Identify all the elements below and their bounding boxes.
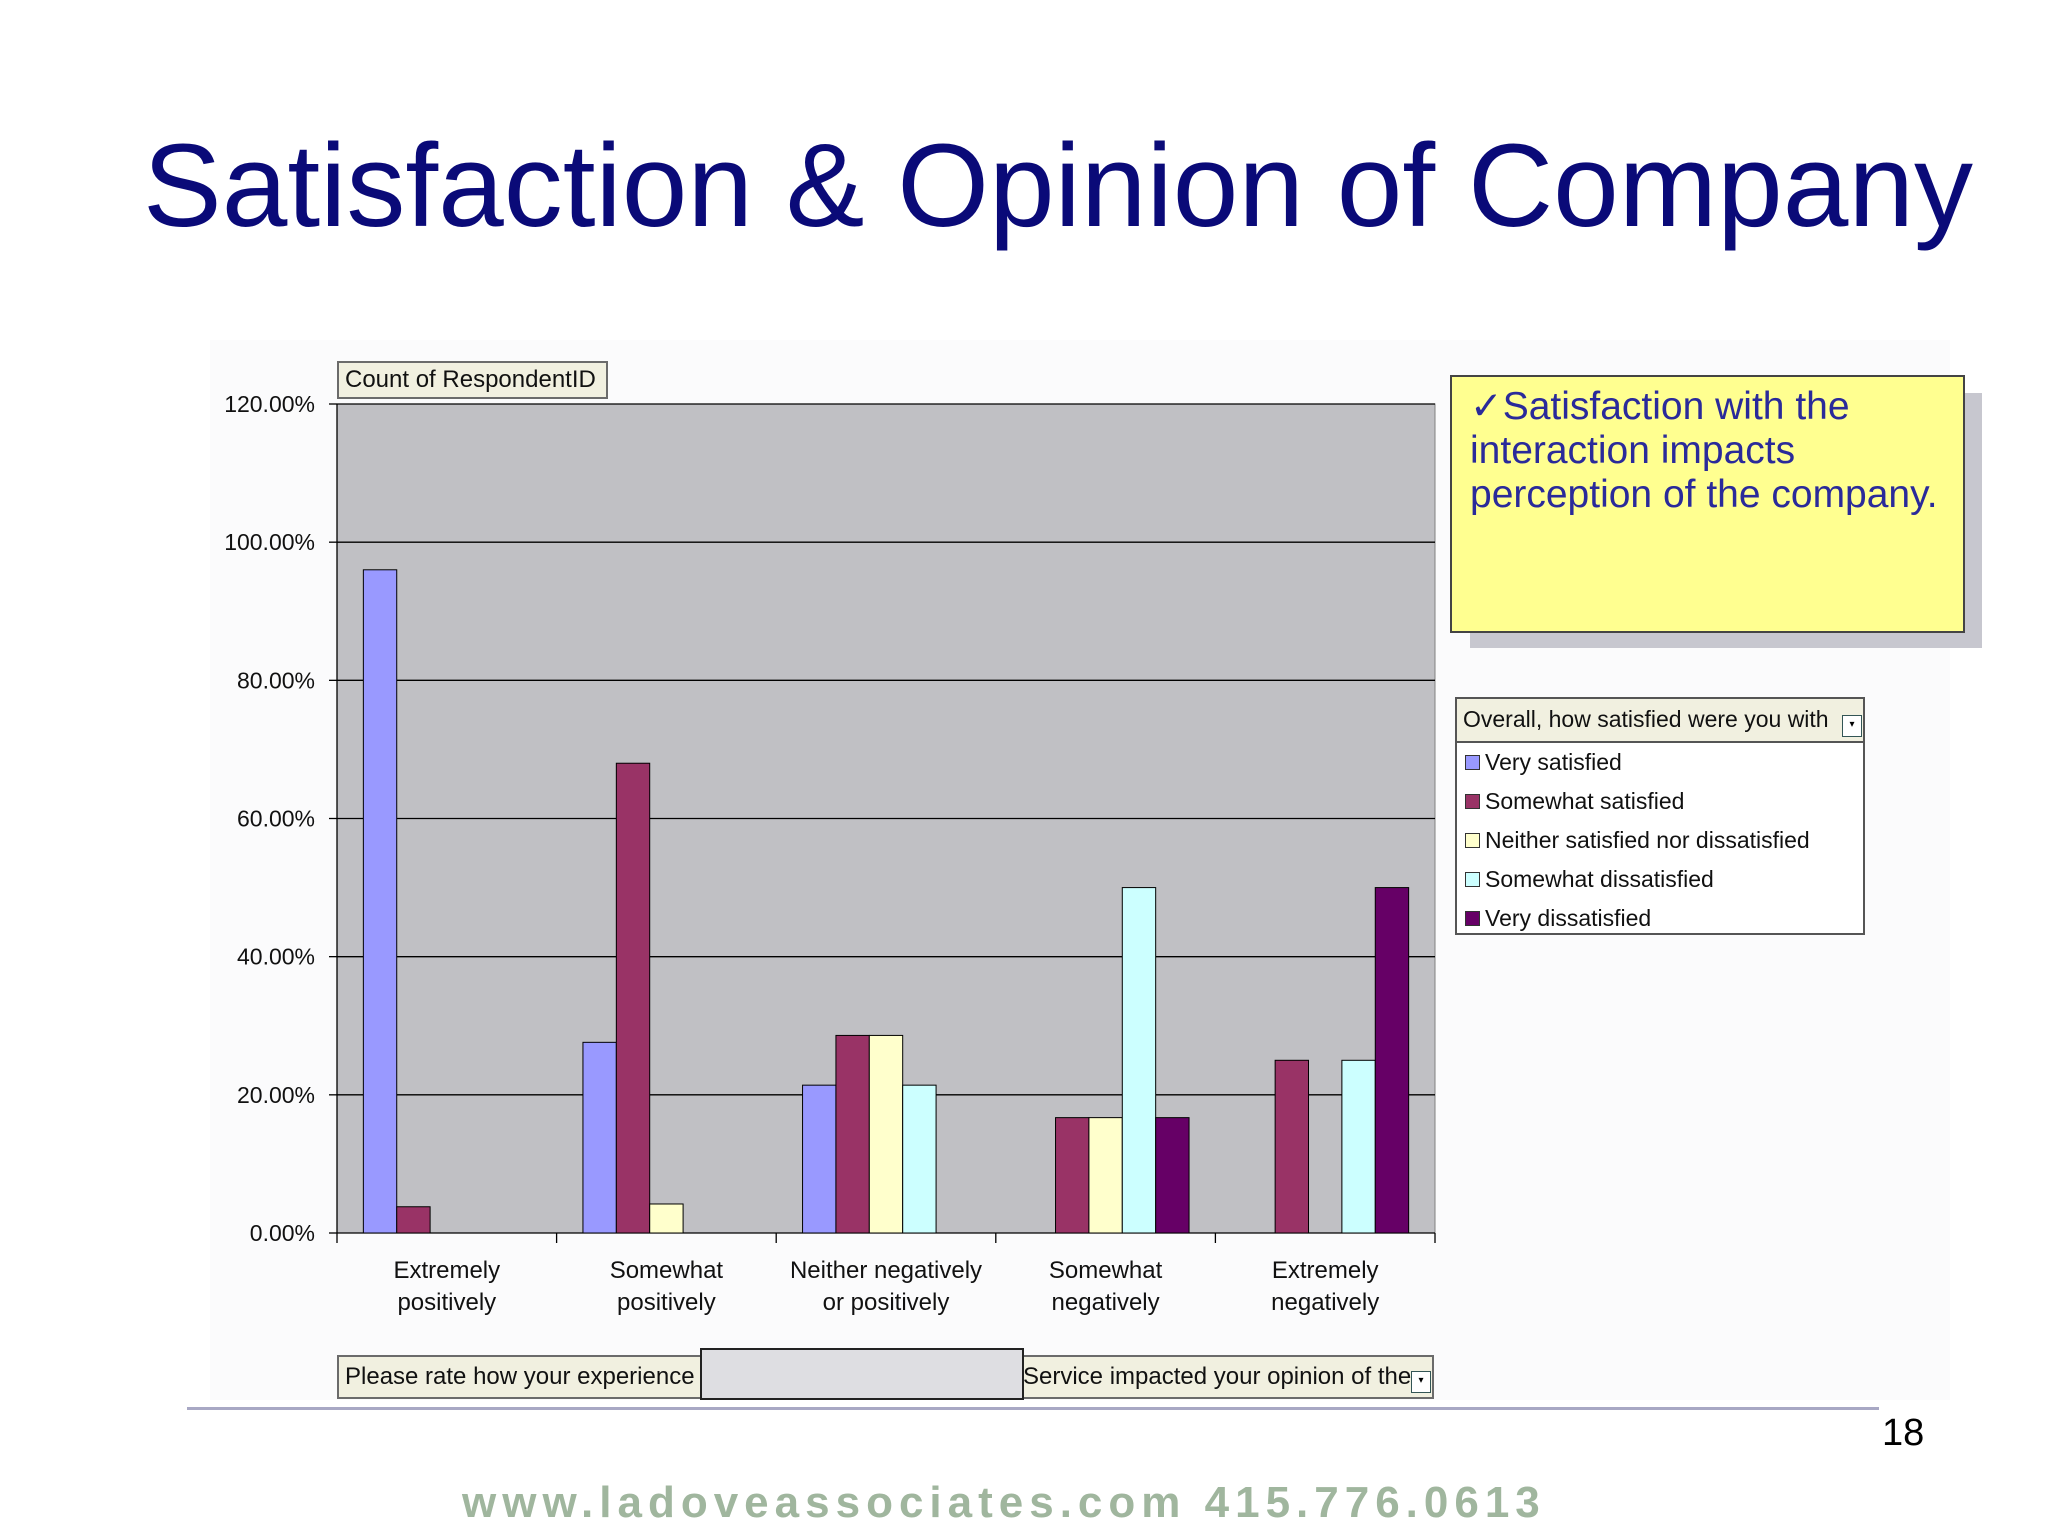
- slide-title: Satisfaction & Opinion of Company: [143, 120, 1973, 252]
- x-tick-label: positively: [617, 1289, 716, 1316]
- x-tick-label: Extremely: [393, 1257, 500, 1284]
- legend-item: Somewhat satisfied: [1457, 782, 1863, 821]
- bar: [1374, 887, 1410, 1234]
- x-tick-label: negatively: [1052, 1289, 1160, 1316]
- x-tick-label: Neither negatively: [790, 1257, 982, 1284]
- chart-legend: Overall, how satisfied were you with ▾ V…: [1455, 697, 1865, 935]
- x-tick-label: Somewhat: [610, 1257, 724, 1284]
- bar: [835, 1034, 870, 1234]
- legend-label: Very dissatisfied: [1485, 905, 1652, 931]
- bar: [1088, 1117, 1123, 1234]
- bar: [902, 1084, 937, 1234]
- bar: [802, 1084, 837, 1234]
- bar: [362, 569, 398, 1234]
- legend-swatch: [1465, 833, 1480, 848]
- legend-item: Very satisfied: [1457, 743, 1863, 782]
- y-tick-label: 60.00%: [237, 806, 315, 832]
- legend-field-button[interactable]: Overall, how satisfied were you with ▾: [1457, 699, 1863, 743]
- legend-title: Overall, how satisfied were you with: [1463, 706, 1829, 732]
- y-tick-label: 20.00%: [237, 1082, 315, 1108]
- x-tick-label: or positively: [823, 1289, 950, 1316]
- bar: [396, 1206, 431, 1234]
- legend-swatch: [1465, 755, 1480, 770]
- legend-label: Very satisfied: [1485, 749, 1622, 775]
- y-tick-label: 100.00%: [224, 529, 315, 555]
- y-tick-label: 0.00%: [250, 1220, 315, 1246]
- bar: [649, 1203, 684, 1234]
- bar: [1155, 1117, 1190, 1234]
- bar: [582, 1041, 617, 1234]
- legend-item: Very dissatisfied: [1457, 899, 1863, 938]
- legend-item: Somewhat dissatisfied: [1457, 860, 1863, 899]
- bar: [1274, 1059, 1310, 1234]
- x-tick-label: Extremely: [1272, 1257, 1379, 1284]
- page-number: 18: [1882, 1412, 1925, 1454]
- x-tick-label: negatively: [1271, 1289, 1379, 1316]
- row-field-label-tail: Service impacted your opinion of the: [1023, 1363, 1412, 1390]
- checkmark-icon: ✓: [1470, 385, 1503, 428]
- note-text: Satisfaction with the interaction impact…: [1470, 385, 1938, 516]
- y-tick-label: 40.00%: [237, 944, 315, 970]
- x-tick-label: positively: [397, 1289, 496, 1316]
- legend-label: Neither satisfied nor dissatisfied: [1485, 827, 1810, 853]
- bar: [1341, 1059, 1376, 1234]
- bar: [615, 762, 651, 1234]
- bar: [1121, 887, 1157, 1234]
- legend-swatch: [1465, 794, 1480, 809]
- legend-item: Neither satisfied nor dissatisfied: [1457, 821, 1863, 860]
- footer-contact: www.ladoveassociates.com 415.776.0613: [462, 1478, 1546, 1527]
- data-field-label: Count of RespondentID: [345, 366, 596, 393]
- chevron-down-icon[interactable]: ▾: [1842, 715, 1862, 737]
- legend-swatch: [1465, 911, 1480, 926]
- chevron-down-icon[interactable]: ▾: [1411, 1371, 1431, 1393]
- footer-divider: [187, 1407, 1879, 1410]
- y-tick-label: 80.00%: [237, 667, 315, 693]
- bar: [1055, 1117, 1090, 1234]
- x-tick-label: Somewhat: [1049, 1257, 1163, 1284]
- row-field-label: Please rate how your experience: [345, 1363, 695, 1390]
- legend-label: Somewhat dissatisfied: [1485, 866, 1714, 892]
- legend-swatch: [1465, 872, 1480, 887]
- y-tick-label: 120.00%: [224, 391, 315, 417]
- callout-note: ✓Satisfaction with the interaction impac…: [1450, 375, 1965, 633]
- blank-overlay-box: [700, 1348, 1024, 1400]
- bar: [868, 1034, 904, 1234]
- legend-label: Somewhat satisfied: [1485, 788, 1685, 814]
- data-field-button[interactable]: Count of RespondentID: [337, 361, 608, 399]
